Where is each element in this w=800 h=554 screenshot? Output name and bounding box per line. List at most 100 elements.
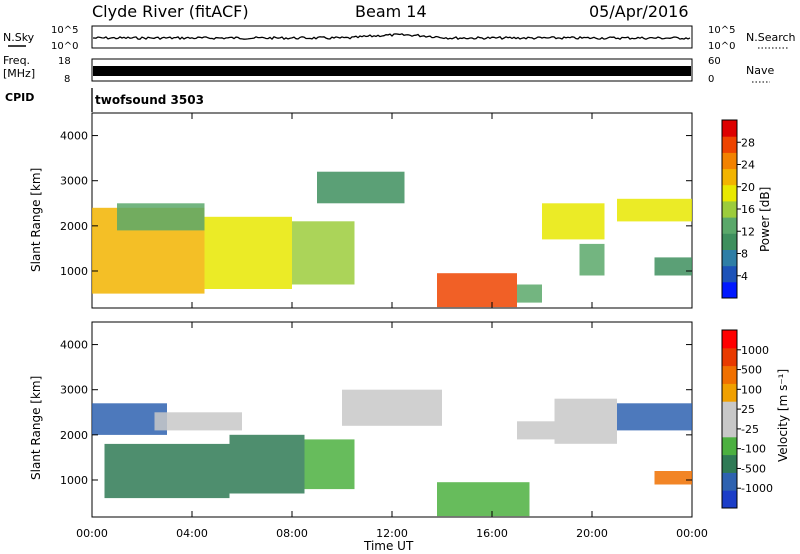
colorbar-swatch	[722, 454, 737, 473]
freq-label: Freq.	[3, 54, 30, 67]
freq-unit-label: [MHz]	[3, 67, 35, 80]
x-tick-label: 08:00	[276, 527, 308, 540]
colorbar-swatch	[722, 365, 737, 384]
noise-tick-left-top: 10^5	[51, 25, 78, 36]
y-tick-label: 4000	[60, 339, 88, 352]
echo-region	[229, 434, 305, 494]
echo-region	[317, 171, 405, 204]
nave-tick-bottom: 0	[708, 74, 714, 85]
echo-region	[304, 439, 355, 490]
freq-panel: Freq. [MHz] 18 8 60 0 Nave	[3, 54, 774, 85]
colorbar-swatch	[722, 168, 737, 186]
beam-title: Beam 14	[355, 2, 427, 21]
nsearch-label: N.Search	[746, 31, 796, 44]
y-tick-label: 2000	[60, 429, 88, 442]
velocity-panel: 1000 2000 3000 4000 00:00 04:00 08:00 12:00 16:…	[29, 321, 708, 553]
colorbar-swatch	[722, 347, 737, 367]
colorbar-tick-label: 100	[741, 383, 762, 396]
colorbar-tick-label: -25	[741, 423, 759, 436]
x-tick-label: 20:00	[576, 527, 608, 540]
echo-region	[617, 403, 692, 431]
echo-region	[104, 443, 230, 499]
freq-tick-top: 18	[58, 56, 71, 67]
noise-tick-right-bottom: 10^0	[708, 41, 735, 52]
colorbar-swatch	[722, 281, 737, 299]
colorbar-swatch	[722, 249, 737, 267]
colorbar-swatch	[722, 200, 737, 218]
power-panel: 1000 2000 3000 4000 Slant Range [km]	[29, 112, 693, 309]
noise-trace	[93, 33, 691, 41]
colorbar-tick-label: 4	[741, 270, 748, 283]
velocity-colorbar-label: Velocity [m s⁻¹]	[776, 369, 790, 462]
colorbar-swatch	[722, 233, 737, 250]
colorbar-tick-label: 25	[741, 403, 755, 416]
colorbar-tick-label: 24	[741, 159, 755, 172]
echo-region	[517, 284, 542, 303]
echo-region	[437, 482, 530, 517]
colorbar-tick-label: 20	[741, 181, 755, 194]
colorbar-swatch	[722, 136, 737, 153]
colorbar-tick-label: 1000	[741, 344, 769, 357]
colorbar-swatch	[722, 265, 737, 283]
colorbar-swatch	[722, 436, 737, 456]
colorbar-swatch	[722, 490, 737, 509]
date-title: 05/Apr/2016	[589, 2, 689, 21]
echo-region	[117, 203, 205, 231]
freq-tick-bottom: 8	[64, 74, 70, 85]
colorbar-tick-label: 16	[741, 203, 755, 216]
noise-panel: N.Sky 10^5 10^0 10^5 10^0 N.Search	[3, 25, 796, 52]
echo-region	[154, 412, 242, 431]
colorbar-tick-label: -500	[741, 462, 766, 475]
velocity-echo-layer	[92, 389, 692, 517]
echo-region	[542, 203, 605, 240]
y-tick-label: 1000	[60, 265, 88, 278]
x-tick-label: 16:00	[476, 527, 508, 540]
colorbar-tick-label: -100	[741, 443, 766, 456]
power-colorbar-label: Power [dB]	[758, 187, 772, 252]
echo-region	[204, 216, 292, 289]
colorbar-frame	[721, 329, 738, 509]
colorbar-swatch	[722, 383, 737, 402]
colorbar-swatch	[722, 184, 737, 202]
station-title: Clyde River (fitACF)	[92, 2, 249, 21]
y-tick-label: 3000	[60, 384, 88, 397]
colorbar-swatch	[722, 120, 737, 137]
nsky-label: N.Sky	[3, 31, 35, 44]
colorbar-swatch	[722, 472, 737, 491]
time-axis-label: Time UT	[363, 539, 414, 553]
noise-tick-left-bottom: 10^0	[51, 41, 78, 52]
echo-region	[517, 421, 555, 440]
noise-tick-right-top: 10^5	[708, 25, 735, 36]
echo-region	[554, 398, 617, 444]
x-tick-label: 00:00	[76, 527, 108, 540]
velocity-y-axis: 1000 2000 3000 4000	[60, 339, 692, 487]
y-tick-label: 4000	[60, 130, 88, 143]
x-tick-label: 00:00	[676, 527, 708, 540]
velocity-x-axis: 00:00 04:00 08:00 12:00 16:00 20:00 00:00	[76, 322, 708, 540]
colorbar-tick-label: 500	[741, 364, 762, 377]
nave-label: Nave	[746, 64, 774, 77]
echo-region	[654, 257, 692, 276]
echo-region	[292, 221, 355, 285]
x-tick-label: 12:00	[376, 527, 408, 540]
colorbar-tick-label: 12	[741, 225, 755, 238]
colorbar-tick-label: 28	[741, 136, 755, 149]
x-tick-label: 04:00	[176, 527, 208, 540]
colorbar-swatch	[722, 330, 737, 349]
colorbar-swatch	[722, 152, 737, 170]
colorbar-swatch	[722, 419, 737, 438]
colorbar-swatch	[722, 401, 737, 420]
echo-region	[579, 243, 605, 276]
velocity-colorbar: Velocity [m s⁻¹] 1000 500 100 25 -25 -100 -500…	[721, 329, 790, 509]
freq-trace	[93, 66, 691, 76]
echo-region	[654, 471, 692, 485]
nave-tick-top: 60	[708, 56, 721, 67]
echo-region	[617, 198, 692, 222]
y-tick-label: 1000	[60, 474, 88, 487]
echo-region	[342, 389, 442, 426]
power-ylabel: Slant Range [km]	[29, 168, 43, 272]
colorbar-tick-label: 8	[741, 248, 748, 261]
power-echo-layer	[92, 171, 692, 308]
echo-region	[437, 273, 517, 308]
